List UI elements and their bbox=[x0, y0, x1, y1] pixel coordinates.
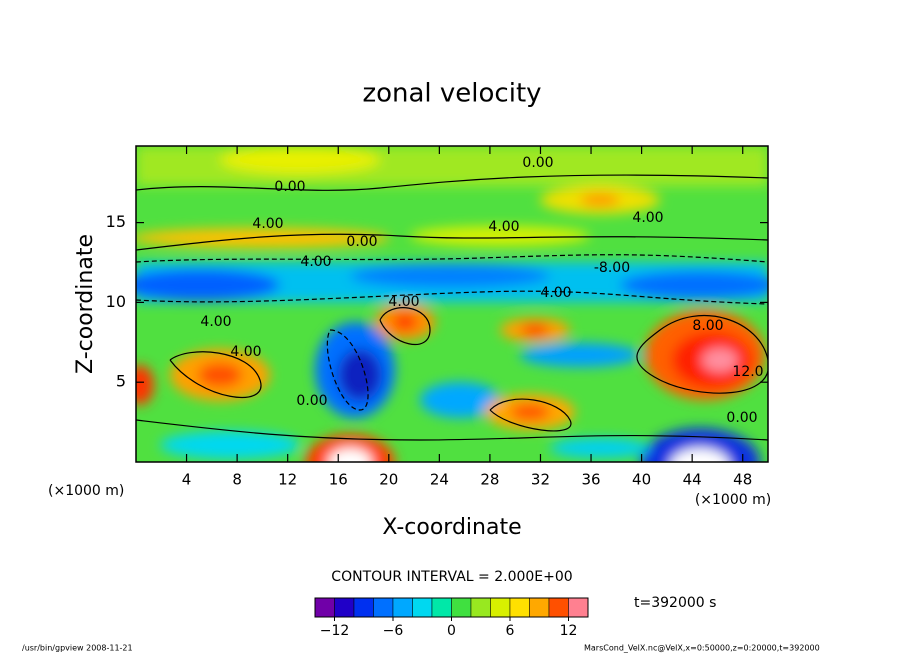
footer-left: /usr/bin/gpview 2008-11-21 bbox=[22, 644, 133, 653]
x-tick-label: 16 bbox=[329, 471, 348, 489]
x-tick-label: 20 bbox=[379, 471, 398, 489]
x-tick-label: 32 bbox=[531, 471, 550, 489]
x-tick-label: 48 bbox=[733, 471, 752, 489]
contour-label: 0.00 bbox=[346, 234, 377, 250]
contour-label: 8.00 bbox=[692, 318, 723, 334]
x-tick-label: 40 bbox=[632, 471, 651, 489]
x-tick-label: 28 bbox=[480, 471, 499, 489]
chart-title: zonal velocity bbox=[362, 79, 541, 109]
x-tick-label: 24 bbox=[430, 471, 449, 489]
colorbar-segment bbox=[392, 597, 413, 618]
x-unit: (×1000 m) bbox=[695, 492, 771, 508]
contour-label: 4.00 bbox=[300, 254, 331, 270]
contour-label: 4.00 bbox=[230, 344, 261, 360]
x-tick-label: 12 bbox=[278, 471, 297, 489]
colorbar-segment bbox=[548, 597, 569, 618]
colorbar-segment bbox=[412, 597, 433, 618]
x-tick-label: 4 bbox=[182, 471, 192, 489]
colorbar-tick-label: −12 bbox=[320, 623, 350, 639]
contour-label: 12.0 bbox=[732, 364, 763, 380]
x-tick-label: 36 bbox=[581, 471, 600, 489]
time-label: t=392000 s bbox=[634, 595, 716, 611]
colorbar-segment bbox=[431, 597, 452, 618]
contour-label: 4.00 bbox=[200, 314, 231, 330]
colorbar-tick-label: 0 bbox=[447, 623, 456, 639]
colorbar-segment bbox=[334, 597, 355, 618]
y-axis-label: Z-coordinate bbox=[73, 234, 98, 374]
contour-label: 4.00 bbox=[488, 219, 519, 235]
contour-label: -8.00 bbox=[594, 260, 630, 276]
contour-label: 0.00 bbox=[726, 410, 757, 426]
colorbar-segment bbox=[509, 597, 530, 618]
contour-label: 0.00 bbox=[296, 393, 327, 409]
contour-label: 4.00 bbox=[252, 216, 283, 232]
colorbar-segment bbox=[451, 597, 472, 618]
contour-label: 4.00 bbox=[632, 210, 663, 226]
footer-right: MarsCond_VelX.nc@VelX,x=0:50000,z=0:2000… bbox=[584, 644, 820, 653]
colorbar-segment bbox=[470, 597, 491, 618]
colorbar-tick-label: 12 bbox=[560, 623, 578, 639]
x-tick-label: 44 bbox=[683, 471, 702, 489]
colorbar-tick-label: −6 bbox=[383, 623, 404, 639]
contour-label: 4.00 bbox=[540, 285, 571, 301]
colorbar-segment bbox=[568, 597, 589, 618]
x-tick-label: 8 bbox=[232, 471, 242, 489]
colorbar-segment bbox=[353, 597, 374, 618]
colorbar-segment bbox=[373, 597, 394, 618]
colorbar-tick-label: 6 bbox=[506, 623, 515, 639]
colorbar-segment bbox=[529, 597, 550, 618]
contour-labels: 0.00 0.00 4.00 4.00 4.00 0.00 4.00 -8.00… bbox=[200, 155, 763, 426]
contour-field: 0.00 0.00 4.00 4.00 4.00 0.00 4.00 -8.00… bbox=[136, 146, 768, 462]
contour-label: 4.00 bbox=[388, 294, 419, 310]
colorbar-segment bbox=[490, 597, 511, 618]
y-tick-label: 15 bbox=[106, 212, 126, 231]
x-axis-label: X-coordinate bbox=[382, 515, 521, 540]
y-unit: (×1000 m) bbox=[48, 483, 124, 499]
contour-label: 0.00 bbox=[274, 179, 305, 195]
contour-label: 0.00 bbox=[522, 155, 553, 171]
y-tick-label: 5 bbox=[116, 372, 126, 391]
contour-interval: CONTOUR INTERVAL = 2.000E+00 bbox=[331, 569, 572, 585]
colorbar-segment bbox=[314, 597, 335, 618]
plot-frame bbox=[135, 145, 769, 463]
y-tick-label: 10 bbox=[106, 292, 126, 311]
